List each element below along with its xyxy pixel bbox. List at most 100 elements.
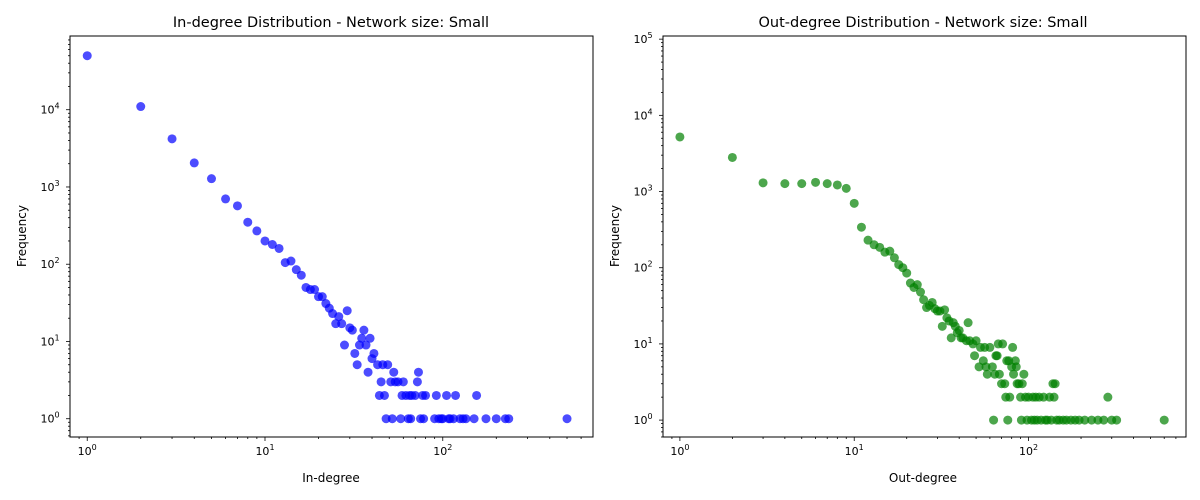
data-point [274,243,284,253]
data-point [82,51,92,61]
data-point [260,236,270,246]
data-point [982,369,992,379]
data-point [1087,415,1097,425]
data-point [841,183,851,193]
data-point [902,268,912,278]
data-point [252,226,262,236]
data-point [1009,369,1019,379]
data-point [347,325,357,335]
data-point [317,292,327,302]
data-point [937,321,947,331]
data-point [232,201,242,211]
data-point [491,414,501,424]
data-point [421,390,431,400]
data-point [365,333,375,343]
data-point [469,414,479,424]
data-point [267,240,277,250]
data-point [1019,369,1029,379]
data-point [410,390,420,400]
data-point [970,351,980,361]
data-point [885,246,895,256]
data-point [504,414,514,424]
chart-title: In-degree Distribution - Network size: S… [173,15,489,31]
data-point [472,390,482,400]
data-point [361,340,371,350]
plot-frame [69,35,594,438]
data-point [1112,415,1122,425]
data-point [363,367,373,377]
data-point [562,414,572,424]
data-point [1103,392,1113,402]
data-point [221,194,231,204]
data-point [780,179,790,189]
data-point [940,305,950,315]
data-point [383,360,393,370]
y-axis-label: Frequency [15,205,29,267]
data-point [451,390,461,400]
data-point [1008,342,1018,352]
data-point [350,348,360,358]
data-point [243,217,253,227]
data-point [357,333,367,343]
data-point [461,414,471,424]
data-point [1099,415,1109,425]
data-point [387,414,397,424]
data-point [889,253,899,263]
data-point [286,256,296,266]
data-point [1049,392,1059,402]
data-point [989,415,999,425]
data-point [389,367,399,377]
y-axis-label: Frequency [608,205,622,267]
data-point [376,377,386,387]
plot-frame [662,35,1187,438]
data-point [339,340,349,350]
data-point [206,174,216,184]
data-point [727,152,737,162]
data-point [396,414,406,424]
data-point [352,360,362,370]
data-point [797,179,807,189]
data-point [398,377,408,387]
data-point [481,414,491,424]
data-point [856,222,866,232]
data-point [1080,415,1090,425]
data-point [1159,415,1169,425]
chart-title: Out-degree Distribution - Network size: … [758,15,1087,31]
data-point [919,295,929,305]
data-point [758,178,768,188]
data-point [442,390,452,400]
data-point [334,312,344,322]
data-point [675,132,685,142]
scatter-points [675,132,1169,425]
data-point [985,342,995,352]
data-point [998,339,1008,349]
data-point [1011,362,1021,372]
out-degree-chart: Out-degree Distribution - Network size: … [608,15,1187,485]
data-point [971,336,981,346]
data-point [1003,415,1013,425]
data-point [849,198,859,208]
data-point [954,325,964,335]
data-point [916,287,926,297]
data-point [369,348,379,358]
data-point [992,351,1002,361]
data-point [342,306,352,316]
data-point [419,414,429,424]
data-point [296,270,306,280]
scatter-points [82,51,572,424]
data-point [337,319,347,329]
data-point [431,390,441,400]
data-point [811,177,821,187]
data-point [1005,392,1015,402]
data-point [963,318,973,328]
data-point [449,414,459,424]
data-point [1017,379,1027,389]
data-point [136,102,146,112]
data-point [987,362,997,372]
data-point [912,280,922,290]
data-point [406,414,416,424]
data-point [189,158,199,168]
data-point [381,414,391,424]
